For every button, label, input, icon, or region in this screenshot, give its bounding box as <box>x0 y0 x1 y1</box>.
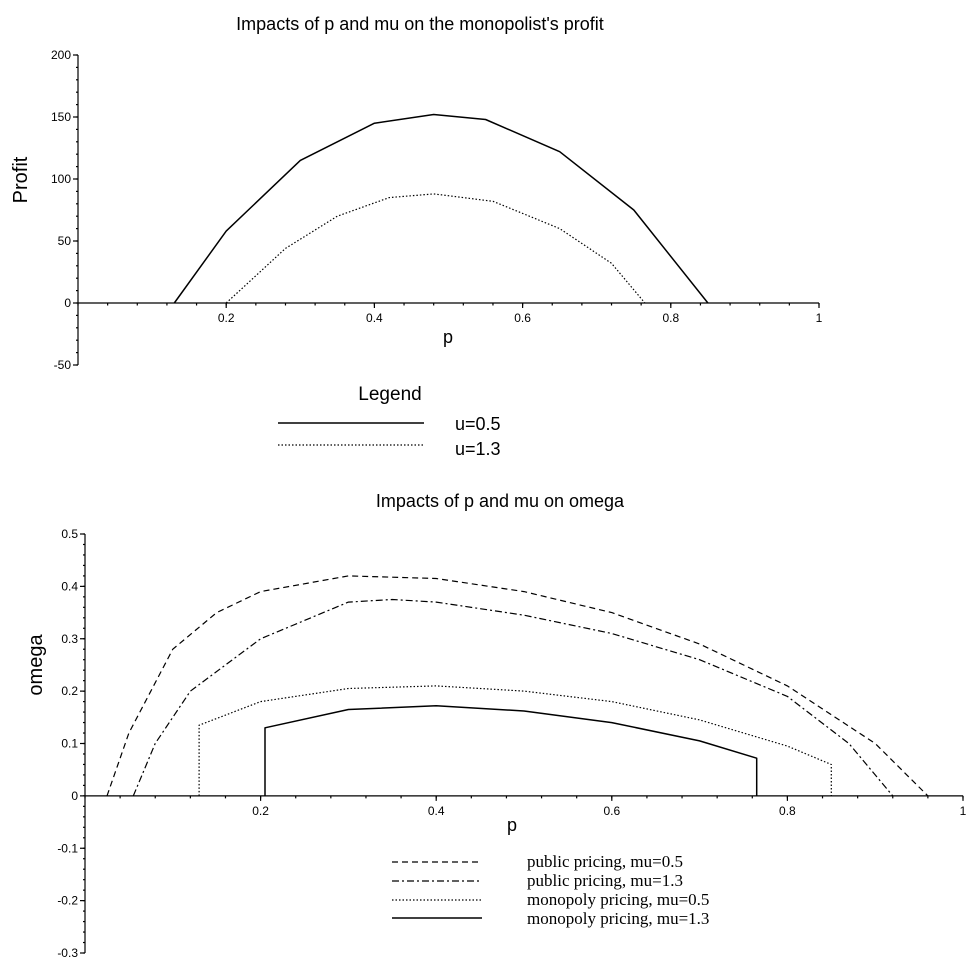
profit-legend: Legend u=0.5 u=1.3 <box>278 384 501 459</box>
profit-chart: Impacts of p and mu on the monopolist's … <box>10 14 823 372</box>
omega-y-tick-label: 0.5 <box>61 527 78 541</box>
profit-x-tick-label: 1 <box>816 311 823 325</box>
profit-series-line-1 <box>225 193 646 304</box>
omega-legend-label-monopoly-13: monopoly pricing, mu=1.3 <box>527 909 709 928</box>
omega-series-line-2 <box>198 685 832 796</box>
omega-x-tick-label: 0.6 <box>603 804 620 818</box>
omega-x-tick-label: 0.4 <box>428 804 445 818</box>
omega-y-tick-label: 0.3 <box>61 632 78 646</box>
profit-legend-label-u13: u=1.3 <box>455 439 501 459</box>
omega-series-line-0 <box>106 575 929 797</box>
profit-y-tick-label: 200 <box>51 48 71 62</box>
profit-x-tick-label: 0.6 <box>514 311 531 325</box>
omega-y-tick-label: 0.2 <box>61 684 78 698</box>
omega-chart: Impacts of p and mu on omega omega p 0.5… <box>25 491 967 960</box>
profit-y-tick-label: 150 <box>51 110 71 124</box>
profit-y-tick-label: 100 <box>51 172 71 186</box>
profit-x-axis-label: p <box>443 327 453 347</box>
omega-x-axis-label: p <box>507 815 517 835</box>
omega-legend-label-monopoly-05: monopoly pricing, mu=0.5 <box>527 890 709 909</box>
profit-chart-title: Impacts of p and mu on the monopolist's … <box>236 14 604 34</box>
omega-legend-label-public-05: public pricing, mu=0.5 <box>527 852 683 871</box>
profit-legend-title: Legend <box>358 384 421 405</box>
omega-series-group <box>106 575 929 797</box>
omega-y-axis-label: omega <box>25 634 47 696</box>
profit-axes: 200 150 100 50 0 -50 0.2 0.4 0.6 0.8 1 <box>51 48 823 372</box>
profit-legend-label-u05: u=0.5 <box>455 414 501 434</box>
omega-y-tick-label: -0.3 <box>57 946 78 960</box>
profit-series-line-0 <box>173 113 709 304</box>
omega-y-tick-label: -0.2 <box>57 894 78 908</box>
omega-y-tick-label: 0 <box>71 789 78 803</box>
profit-series-group <box>173 113 709 304</box>
omega-axes: 0.5 0.4 0.3 0.2 0.1 0 -0.1 -0.2 -0.3 0.2 0.4 0.6 0.8… <box>57 527 966 960</box>
omega-legend-label-public-13: public pricing, mu=1.3 <box>527 871 683 890</box>
profit-y-tick-label: 0 <box>64 296 71 310</box>
omega-legend: public pricing, mu=0.5 public pricing, m… <box>392 852 709 928</box>
omega-series-line-3 <box>264 705 758 796</box>
profit-y-tick-label: -50 <box>54 358 72 372</box>
omega-y-tick-label: -0.1 <box>57 841 78 855</box>
omega-x-tick-label: 0.8 <box>779 804 796 818</box>
profit-x-tick-label: 0.8 <box>662 311 679 325</box>
omega-x-tick-label: 1 <box>960 804 967 818</box>
omega-chart-title: Impacts of p and mu on omega <box>376 491 625 511</box>
omega-x-tick-label: 0.2 <box>252 804 269 818</box>
profit-x-tick-label: 0.2 <box>218 311 235 325</box>
profit-x-tick-label: 0.4 <box>366 311 383 325</box>
profit-y-tick-label: 50 <box>58 234 72 248</box>
profit-y-axis-label: Profit <box>10 156 32 203</box>
omega-series-line-1 <box>132 598 894 797</box>
omega-y-tick-label: 0.1 <box>61 737 78 751</box>
omega-y-tick-label: 0.4 <box>61 579 78 593</box>
